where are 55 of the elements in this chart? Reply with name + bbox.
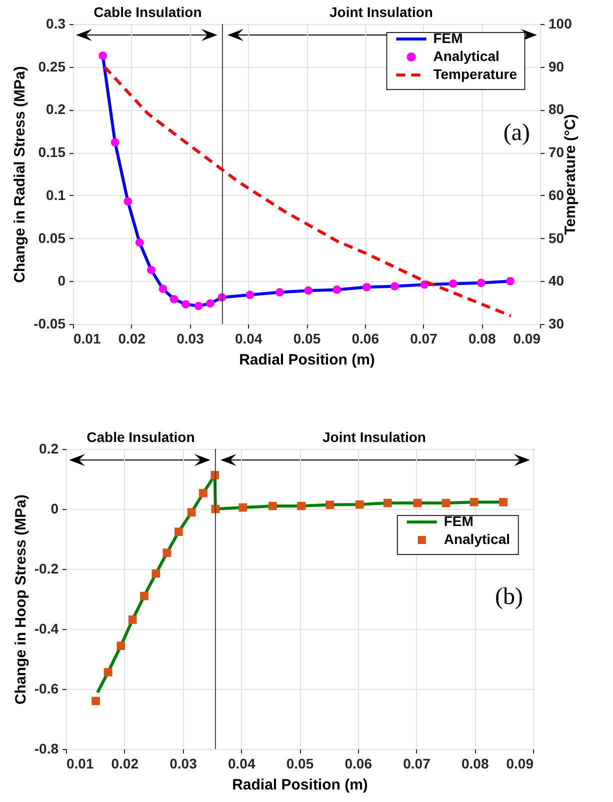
x-tick-label: 0.04 [228, 756, 256, 772]
x-tick-label: 0.06 [344, 756, 372, 772]
y-tick-label: 0.05 [38, 230, 66, 246]
x-tick-label: 0.01 [74, 330, 101, 346]
x-tick-label: 0.08 [462, 756, 489, 772]
legend-label: FEM [433, 30, 463, 46]
text: Cable Insulation [94, 4, 202, 20]
y-tick-label: 0 [50, 500, 59, 516]
annotation: (a) [503, 120, 530, 146]
x-tick-label: 0.05 [293, 330, 321, 346]
y2-tick-label: 60 [548, 186, 564, 203]
y-tick-label: -0.05 [34, 316, 66, 332]
y2-tick-label: 100 [548, 16, 572, 32]
legend-label: Analytical [444, 531, 510, 547]
x-axis-title: Radial Position (m) [232, 776, 368, 794]
y2-tick-label: 90 [548, 58, 564, 74]
y-axis-title: Change in Hoop Stress (MPa) [12, 494, 30, 705]
y2-tick-label: 70 [548, 144, 564, 160]
x-tick-label: 0.03 [176, 330, 204, 346]
x-tick-label: 0.02 [118, 330, 146, 346]
x-axis-title: Radial Position (m) [239, 352, 375, 368]
x-tick-label: 0.06 [352, 330, 380, 346]
legend-label: Analytical [433, 48, 500, 64]
annotation: (b) [495, 584, 523, 610]
text: Cable Insulation [86, 429, 195, 445]
x-tick-label: 0.09 [506, 756, 534, 772]
x-tick-label: 0.08 [468, 330, 496, 346]
y-axis-title: Change in Radial Stress (MPa) [12, 66, 29, 283]
y-tick-label: -0.8 [34, 740, 59, 756]
y-tick-label: -0.4 [34, 620, 59, 636]
y-tick-label: -0.6 [34, 680, 59, 696]
y-tick-label: 0.1 [46, 186, 66, 203]
y-tick-label: 0.3 [46, 16, 66, 32]
x-tick-label: 0.03 [170, 756, 198, 772]
text: Joint Insulation [322, 429, 426, 445]
y-tick-label: 0.2 [46, 101, 66, 118]
x-tick-label: 0.04 [235, 330, 262, 346]
y2-tick-label: 30 [548, 316, 564, 332]
x-tick-label: 0.05 [286, 756, 314, 772]
y2-tick-label: 50 [548, 230, 564, 246]
y-tick-label: 0.25 [38, 58, 66, 74]
y-tick-label: 0.2 [39, 440, 59, 456]
x-tick-label: 0.07 [403, 756, 431, 772]
y2-tick-label: 80 [548, 101, 564, 118]
x-tick-label: 0.07 [410, 330, 438, 346]
x-tick-label: 0.02 [111, 756, 139, 772]
text: Joint Insulation [329, 4, 433, 20]
legend-label: FEM [444, 513, 474, 529]
y-tick-label: -0.2 [34, 560, 59, 576]
y-tick-label: 0.15 [38, 144, 66, 160]
x-tick-label: 0.01 [66, 756, 94, 772]
y2-tick-label: 40 [548, 272, 564, 289]
legend-label: Temperature [433, 66, 518, 82]
y-tick-label: 0 [58, 272, 66, 289]
x-tick-label: 0.09 [513, 330, 541, 346]
